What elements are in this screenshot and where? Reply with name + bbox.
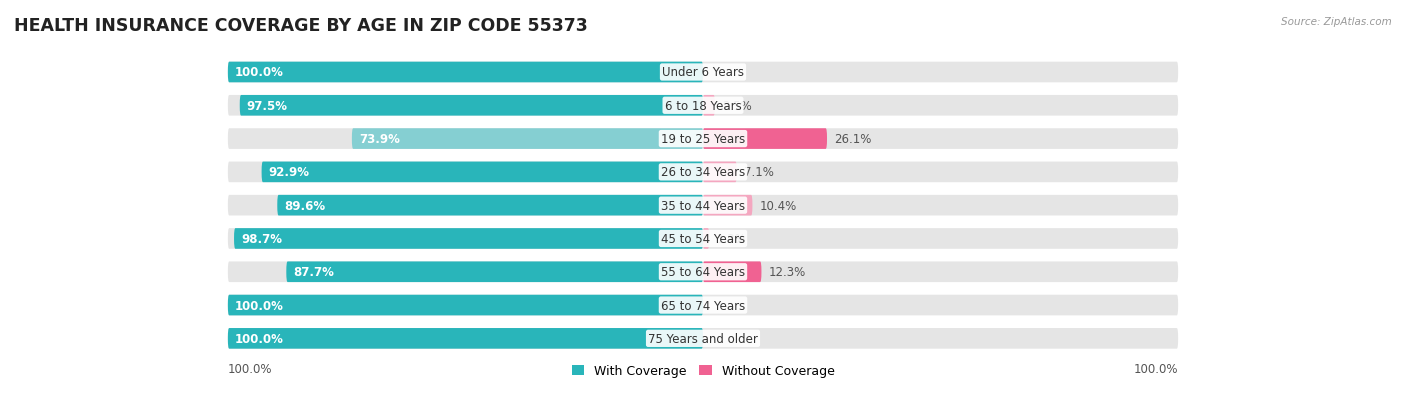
FancyBboxPatch shape bbox=[228, 328, 703, 349]
Text: Under 6 Years: Under 6 Years bbox=[662, 66, 744, 79]
FancyBboxPatch shape bbox=[228, 262, 1178, 282]
Text: 55 to 64 Years: 55 to 64 Years bbox=[661, 266, 745, 279]
Text: 35 to 44 Years: 35 to 44 Years bbox=[661, 199, 745, 212]
FancyBboxPatch shape bbox=[277, 195, 703, 216]
FancyBboxPatch shape bbox=[228, 195, 1178, 216]
FancyBboxPatch shape bbox=[703, 228, 709, 249]
Text: 1.3%: 1.3% bbox=[716, 233, 747, 245]
FancyBboxPatch shape bbox=[703, 195, 752, 216]
Text: 45 to 54 Years: 45 to 54 Years bbox=[661, 233, 745, 245]
Text: 87.7%: 87.7% bbox=[294, 266, 335, 279]
FancyBboxPatch shape bbox=[228, 328, 1178, 349]
Text: 75 Years and older: 75 Years and older bbox=[648, 332, 758, 345]
Text: 10.4%: 10.4% bbox=[759, 199, 797, 212]
Text: 100.0%: 100.0% bbox=[228, 363, 273, 375]
Text: 100.0%: 100.0% bbox=[235, 299, 284, 312]
FancyBboxPatch shape bbox=[262, 162, 703, 183]
Text: 100.0%: 100.0% bbox=[235, 332, 284, 345]
Text: 65 to 74 Years: 65 to 74 Years bbox=[661, 299, 745, 312]
FancyBboxPatch shape bbox=[703, 162, 737, 183]
FancyBboxPatch shape bbox=[703, 262, 762, 282]
Text: 92.9%: 92.9% bbox=[269, 166, 309, 179]
FancyBboxPatch shape bbox=[228, 295, 1178, 316]
FancyBboxPatch shape bbox=[228, 228, 1178, 249]
FancyBboxPatch shape bbox=[240, 96, 703, 116]
Legend: With Coverage, Without Coverage: With Coverage, Without Coverage bbox=[567, 359, 839, 382]
FancyBboxPatch shape bbox=[703, 96, 714, 116]
FancyBboxPatch shape bbox=[228, 129, 1178, 150]
Text: 6 to 18 Years: 6 to 18 Years bbox=[665, 100, 741, 112]
FancyBboxPatch shape bbox=[228, 295, 703, 316]
FancyBboxPatch shape bbox=[228, 62, 1178, 83]
Text: 26.1%: 26.1% bbox=[834, 133, 872, 146]
FancyBboxPatch shape bbox=[228, 62, 703, 83]
Text: 89.6%: 89.6% bbox=[284, 199, 326, 212]
FancyBboxPatch shape bbox=[228, 162, 1178, 183]
Text: 12.3%: 12.3% bbox=[769, 266, 806, 279]
Text: 97.5%: 97.5% bbox=[247, 100, 288, 112]
Text: Source: ZipAtlas.com: Source: ZipAtlas.com bbox=[1281, 17, 1392, 26]
Text: 2.5%: 2.5% bbox=[723, 100, 752, 112]
FancyBboxPatch shape bbox=[228, 96, 1178, 116]
FancyBboxPatch shape bbox=[287, 262, 703, 282]
Text: 73.9%: 73.9% bbox=[359, 133, 399, 146]
Text: 7.1%: 7.1% bbox=[744, 166, 773, 179]
Text: 19 to 25 Years: 19 to 25 Years bbox=[661, 133, 745, 146]
FancyBboxPatch shape bbox=[352, 129, 703, 150]
Text: 100.0%: 100.0% bbox=[235, 66, 284, 79]
Text: 26 to 34 Years: 26 to 34 Years bbox=[661, 166, 745, 179]
FancyBboxPatch shape bbox=[703, 129, 827, 150]
Text: HEALTH INSURANCE COVERAGE BY AGE IN ZIP CODE 55373: HEALTH INSURANCE COVERAGE BY AGE IN ZIP … bbox=[14, 17, 588, 34]
Text: 100.0%: 100.0% bbox=[1133, 363, 1178, 375]
FancyBboxPatch shape bbox=[233, 228, 703, 249]
Text: 98.7%: 98.7% bbox=[242, 233, 283, 245]
